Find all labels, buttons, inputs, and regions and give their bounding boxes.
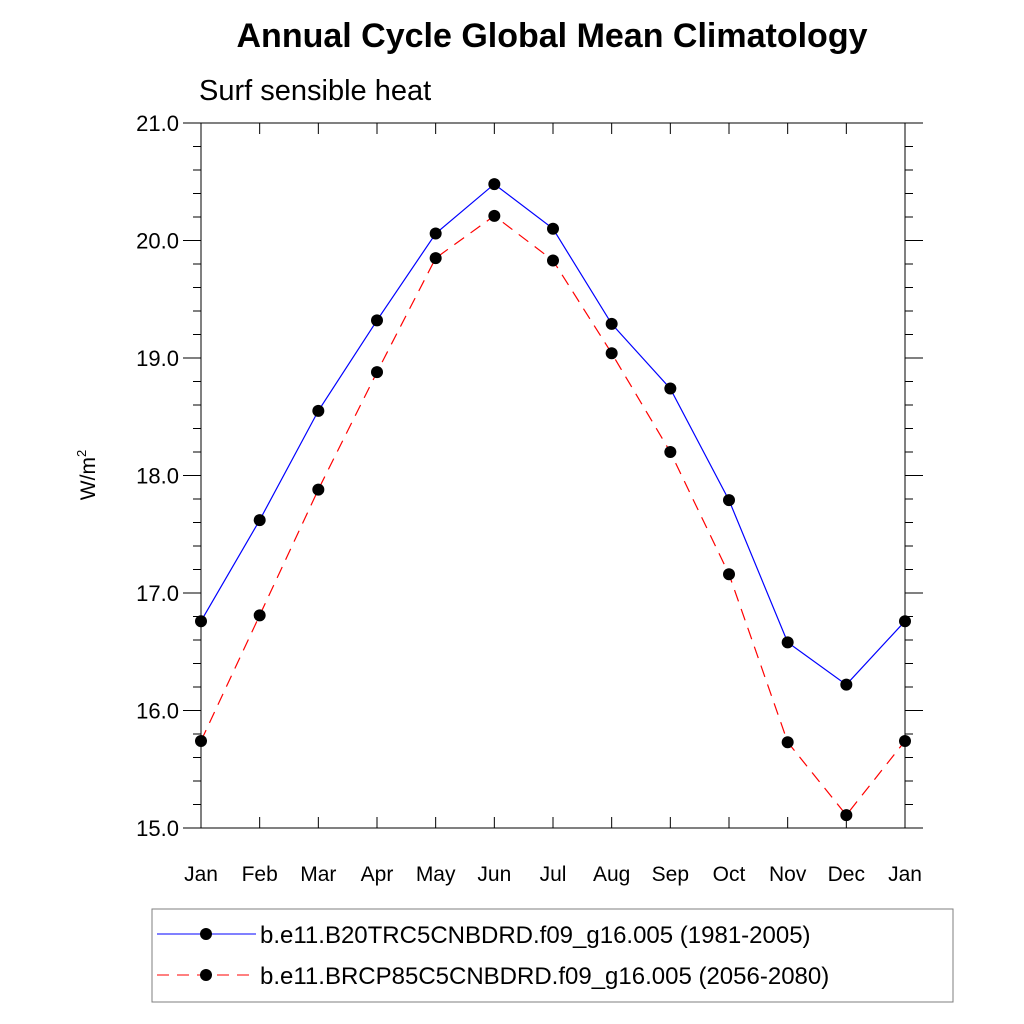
chart-subtitle: Surf sensible heat <box>199 75 431 107</box>
data-point-series-2 <box>488 209 501 222</box>
data-point-series-2 <box>840 809 853 822</box>
data-point-series-1 <box>488 178 501 191</box>
chart-title: Annual Cycle Global Mean Climatology <box>237 17 868 55</box>
y-tick-labels: 15.0 16.0 17.0 18.0 19.0 20.0 21.0 <box>136 111 179 841</box>
data-point-series-1 <box>547 222 559 235</box>
x-tick-label: Jan <box>888 863 922 886</box>
data-point-series-2 <box>312 483 325 496</box>
x-tick-label: Feb <box>242 863 278 886</box>
y-tick-label: 20.0 <box>136 229 179 254</box>
x-tick-label: Jan <box>184 863 218 886</box>
data-point-series-1 <box>723 494 735 507</box>
y-tick-label: 19.0 <box>136 346 179 371</box>
legend-marker-series-1 <box>200 928 212 940</box>
data-point-series-2 <box>253 609 266 622</box>
y-tick-label: 17.0 <box>136 581 179 606</box>
data-point-series-2 <box>605 347 618 360</box>
svg-text:W/m2: W/m2 <box>74 450 100 500</box>
data-point-series-1 <box>312 404 325 417</box>
x-tick-labels: Jan Feb Mar Apr May Jun Jul Aug Sep Oct Nov Dec Jan <box>184 863 922 886</box>
legend-box <box>151 908 954 1003</box>
x-tick-label: Mar <box>300 863 336 886</box>
y-axis-label: W/m2 <box>74 450 100 500</box>
data-point-series-1 <box>253 514 266 527</box>
x-tick-label: Jul <box>540 863 567 886</box>
data-point-series-1 <box>429 227 442 240</box>
x-tick-label: Aug <box>593 863 630 886</box>
legend-label-series-1: b.e11.B20TRC5CNBDRD.f09_g16.005 (1981-20… <box>260 922 811 949</box>
data-point-series-1 <box>371 314 383 327</box>
data-point-series-2 <box>664 446 677 458</box>
y-axis-label-text: W/m <box>77 457 100 500</box>
y-tick-label: 16.0 <box>136 699 179 724</box>
x-tick-label: May <box>416 863 456 886</box>
data-point-series-2 <box>781 736 794 749</box>
series-layer <box>195 178 911 822</box>
y-tick-label: 18.0 <box>136 464 179 489</box>
x-tick-label: Dec <box>828 863 865 886</box>
data-point-series-1 <box>605 317 618 330</box>
y-tick-label: 15.0 <box>136 816 179 841</box>
data-point-series-2 <box>899 735 911 748</box>
data-point-series-1 <box>664 382 677 395</box>
data-point-series-2 <box>195 735 207 748</box>
data-point-series-2 <box>429 252 442 265</box>
x-tick-label: Jun <box>477 863 511 886</box>
data-point-series-2 <box>547 254 559 267</box>
x-tick-label: Sep <box>652 863 689 886</box>
data-point-series-2 <box>723 568 735 581</box>
x-tick-label: Nov <box>769 863 807 886</box>
x-tick-label: Apr <box>361 863 394 886</box>
x-tick-label: Oct <box>713 863 746 886</box>
legend: b.e11.B20TRC5CNBDRD.f09_g16.005 (1981-20… <box>151 908 954 1003</box>
data-point-series-1 <box>899 615 911 628</box>
series-line-2 <box>200 215 906 817</box>
legend-label-series-2: b.e11.BRCP85C5CNBDRD.f09_g16.005 (2056-2… <box>260 963 829 990</box>
data-point-series-1 <box>195 615 207 628</box>
data-point-series-2 <box>371 366 383 379</box>
data-point-series-1 <box>840 678 853 691</box>
legend-marker-series-2 <box>200 969 212 981</box>
y-tick-label: 21.0 <box>136 111 179 136</box>
y-axis-label-superscript: 2 <box>74 450 89 457</box>
data-point-series-1 <box>781 636 794 649</box>
plot-axes <box>183 122 923 829</box>
